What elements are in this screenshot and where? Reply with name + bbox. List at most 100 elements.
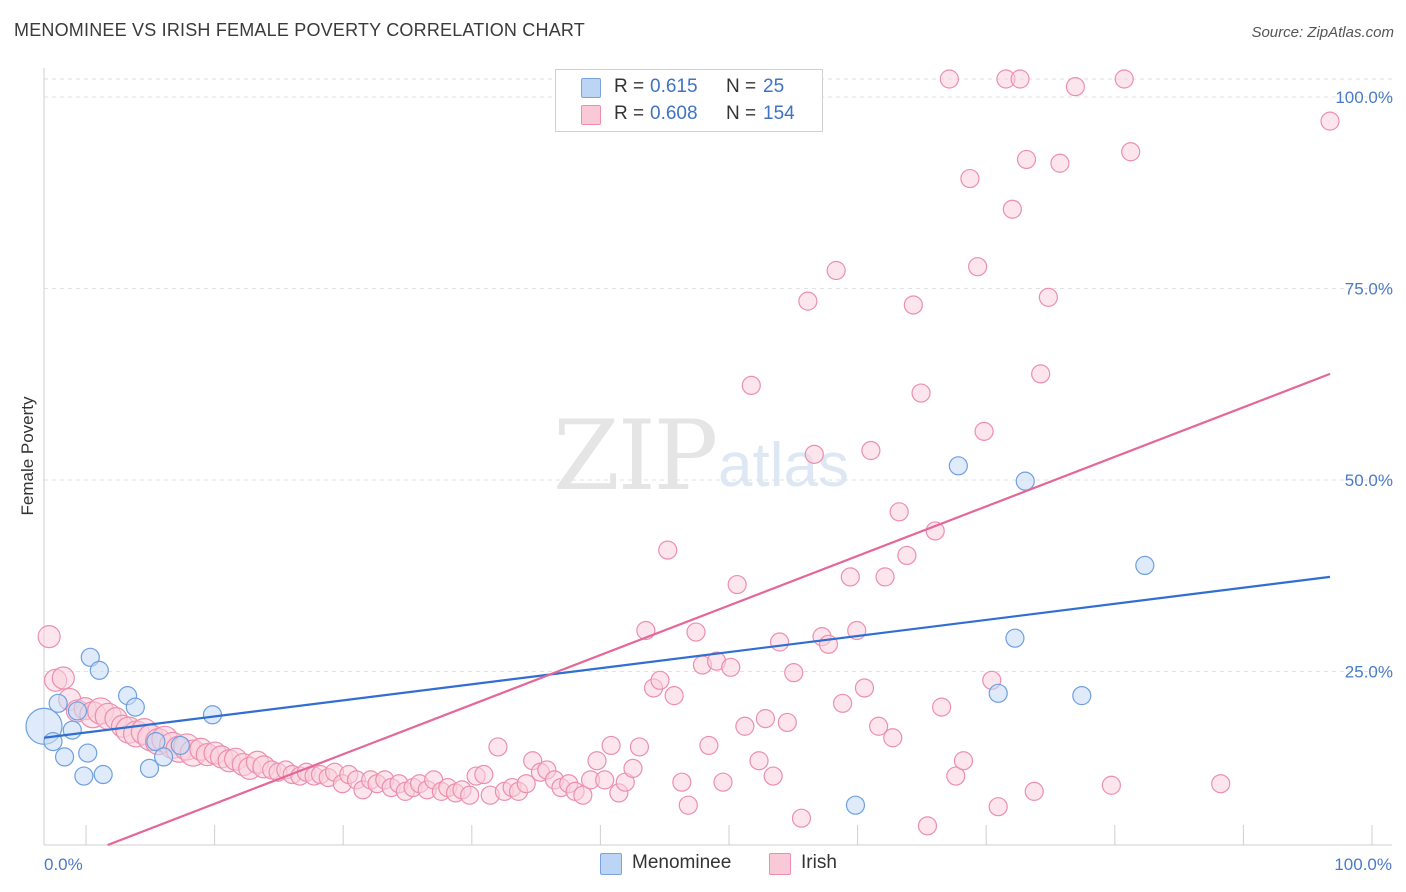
chart-title: MENOMINEE VS IRISH FEMALE POVERTY CORREL… [14,20,585,40]
irish-point [826,260,846,281]
irish-point [1114,69,1134,89]
irish-point [573,785,593,805]
irish-point [883,728,903,748]
legend-row-irish: R = 0.608 N = 154 [556,101,822,127]
menominee-point [170,735,190,756]
grid-lines [44,78,1392,672]
menominee-point [1135,555,1155,576]
irish-point [946,766,966,786]
n-label: N = [726,76,757,97]
irish-point [1121,142,1141,162]
source-credit: Source: ZipAtlas.com [1251,24,1394,41]
menominee-point [845,795,866,815]
axes [43,68,1392,846]
r-label: R = [614,103,645,124]
irish-point [932,697,952,717]
irish-legend-swatch [769,853,791,875]
watermark-atlas: atlas [718,431,849,500]
irish-point [988,797,1008,817]
irish-point [784,663,804,683]
irish-point [798,291,818,311]
irish-point [903,295,923,315]
menominee-point [139,758,160,779]
menominee-swatch [581,78,601,98]
y-tick-label: 50.0% [1345,471,1393,490]
r-value: 0.615 [650,76,698,97]
irish-point [721,657,741,677]
irish-point [925,521,945,541]
irish-legend-label: Irish [801,852,837,873]
irish-point [953,751,974,771]
axis-labels: Female Poverty 25.0% 50.0% 75.0% 100.0% 0.0%… [18,88,1393,874]
menominee-point [1015,471,1035,491]
irish-point [1002,199,1022,219]
irish-point [51,666,75,690]
irish-point [460,785,480,805]
irish-point [804,444,824,464]
n-value: 25 [763,76,785,97]
menominee-point [54,747,75,767]
irish-point [960,168,980,189]
irish-point [917,816,938,836]
menominee-point [948,456,968,476]
irish-point [587,751,607,771]
n-value: 154 [763,103,795,124]
irish-point [1024,781,1044,801]
menominee-point [988,683,1008,703]
r-label: R = [614,76,645,97]
irish-point [623,758,643,779]
irish-point [1101,775,1121,795]
irish-point [1038,287,1058,307]
irish-point [777,712,797,733]
x-tick-label-min: 0.0% [44,855,83,874]
menominee-point [153,747,174,767]
irish-point [763,766,783,786]
irish-point [741,375,761,395]
irish-point [595,770,615,790]
irish-point [1031,364,1051,384]
menominee-point [146,731,166,752]
irish-point [727,574,747,595]
irish-point [664,686,684,706]
menominee-point [67,701,88,721]
irish-point [755,709,776,729]
irish-point [1211,774,1231,794]
irish-point [488,737,508,757]
y-tick-label: 25.0% [1345,663,1393,682]
menominee-point [1072,686,1092,706]
menominee-point [93,764,113,785]
irish-point [791,808,812,828]
menominee-point [89,660,109,680]
irish-point [749,751,769,771]
menominee-point [125,697,145,717]
correlation-legend: R = 0.615 N = 25 R = 0.608 N = 154 [555,69,823,132]
menominee-point [78,743,98,763]
irish-point [672,772,692,792]
n-label: N = [726,103,757,124]
irish-point [658,540,678,560]
y-axis-label: Female Poverty [18,396,37,516]
irish-point [889,502,909,522]
irish-point [1010,69,1030,89]
menominee-point [1005,628,1025,648]
menominee-point [202,705,223,725]
trend-lines [43,372,1331,847]
irish-point [1050,153,1070,173]
irish-point [833,693,853,713]
menominee-trend-line [43,575,1331,739]
irish-point [686,622,706,642]
irish-point [968,257,988,277]
irish-point [897,545,917,566]
menominee-point [74,766,94,786]
y-tick-label: 75.0% [1345,280,1393,299]
x-tick-label-max: 100.0% [1334,855,1392,874]
irish-point [1320,111,1340,131]
irish-swatch [581,105,601,125]
r-value: 0.608 [650,103,698,124]
irish-point [678,795,698,815]
irish-trend-line [107,372,1331,847]
menominee-point [80,647,100,667]
irish-point [735,716,755,736]
menominee-legend-label: Menominee [632,852,732,873]
